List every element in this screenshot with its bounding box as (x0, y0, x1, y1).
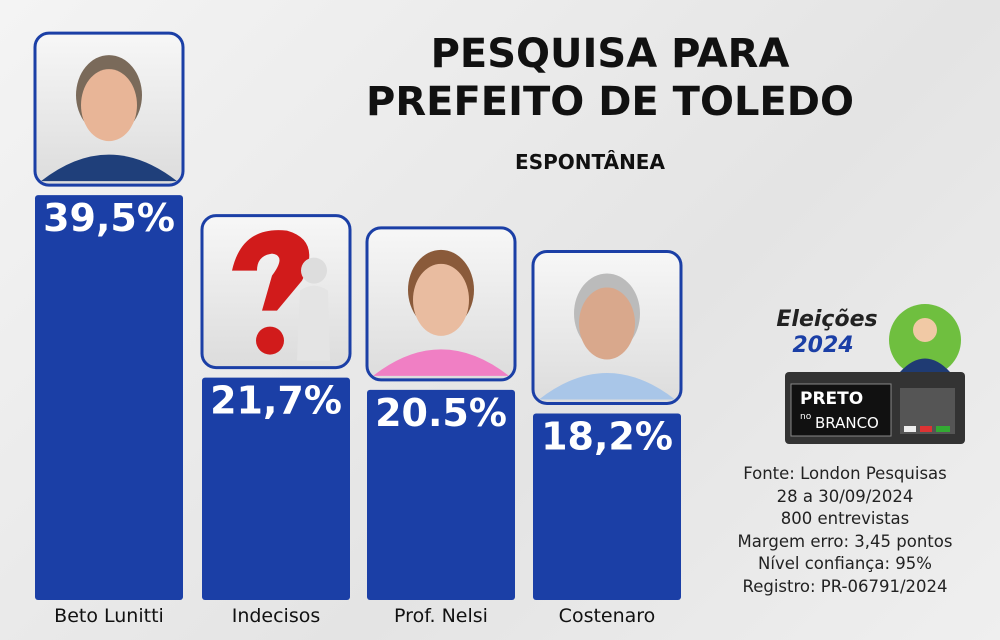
photo (33, 31, 185, 187)
x-tick-label: Costenaro (559, 605, 656, 627)
photo (200, 214, 352, 370)
logo: Eleições 2024 PRETO no BRANCO (776, 304, 965, 444)
photo-face (81, 69, 137, 142)
avatar-head (913, 318, 937, 342)
key (936, 426, 950, 432)
brand-mid: no (800, 412, 812, 422)
value-label: 39,5% (43, 196, 175, 240)
bar (367, 389, 515, 600)
brand-top: PRETO (800, 389, 863, 409)
figure-body (297, 285, 330, 361)
photo (365, 226, 517, 382)
value-label: 18,2% (541, 414, 673, 458)
note: 28 a 30/09/2024 (776, 486, 914, 506)
note: Margem erro: 3,45 pontos (737, 531, 953, 551)
key (904, 426, 916, 432)
bar (35, 195, 183, 600)
photo-body (41, 154, 177, 182)
note: 800 entrevistas (780, 509, 910, 528)
value-label: 21,7% (210, 379, 342, 423)
photo (531, 249, 683, 405)
note: Nível confiança: 95% (758, 554, 932, 573)
photo-face (579, 287, 635, 360)
note: Fonte: London Pesquisas (743, 464, 947, 483)
logo-title: Eleições (776, 307, 877, 332)
bar (202, 377, 350, 600)
photo-face (413, 263, 469, 336)
question-dot (256, 326, 284, 355)
question-mark (232, 230, 310, 311)
photo-body (539, 372, 675, 400)
brand-bottom: BRANCO (815, 414, 879, 432)
value-label: 20.5% (375, 391, 507, 435)
bar (533, 413, 681, 600)
logo-year: 2024 (792, 333, 853, 358)
key (920, 426, 932, 432)
note: Registro: PR-06791/2024 (742, 576, 948, 596)
figure-head (301, 257, 327, 284)
brand-box (790, 383, 892, 437)
x-tick-label: Beto Lunitti (54, 605, 164, 627)
chart-subtitle: ESPONTÂNEA (515, 150, 665, 174)
avatar-body (900, 358, 950, 372)
x-tick-label: Indecisos (232, 605, 321, 627)
notes: Fonte: London Pesquisas 28 a 30/09/2024 80… (725, 463, 965, 598)
photo-body (373, 349, 509, 376)
chart-title: PESQUISA PARA PREFEITO DE TOLEDO (366, 31, 854, 125)
x-tick-label: Prof. Nelsi (394, 605, 488, 627)
